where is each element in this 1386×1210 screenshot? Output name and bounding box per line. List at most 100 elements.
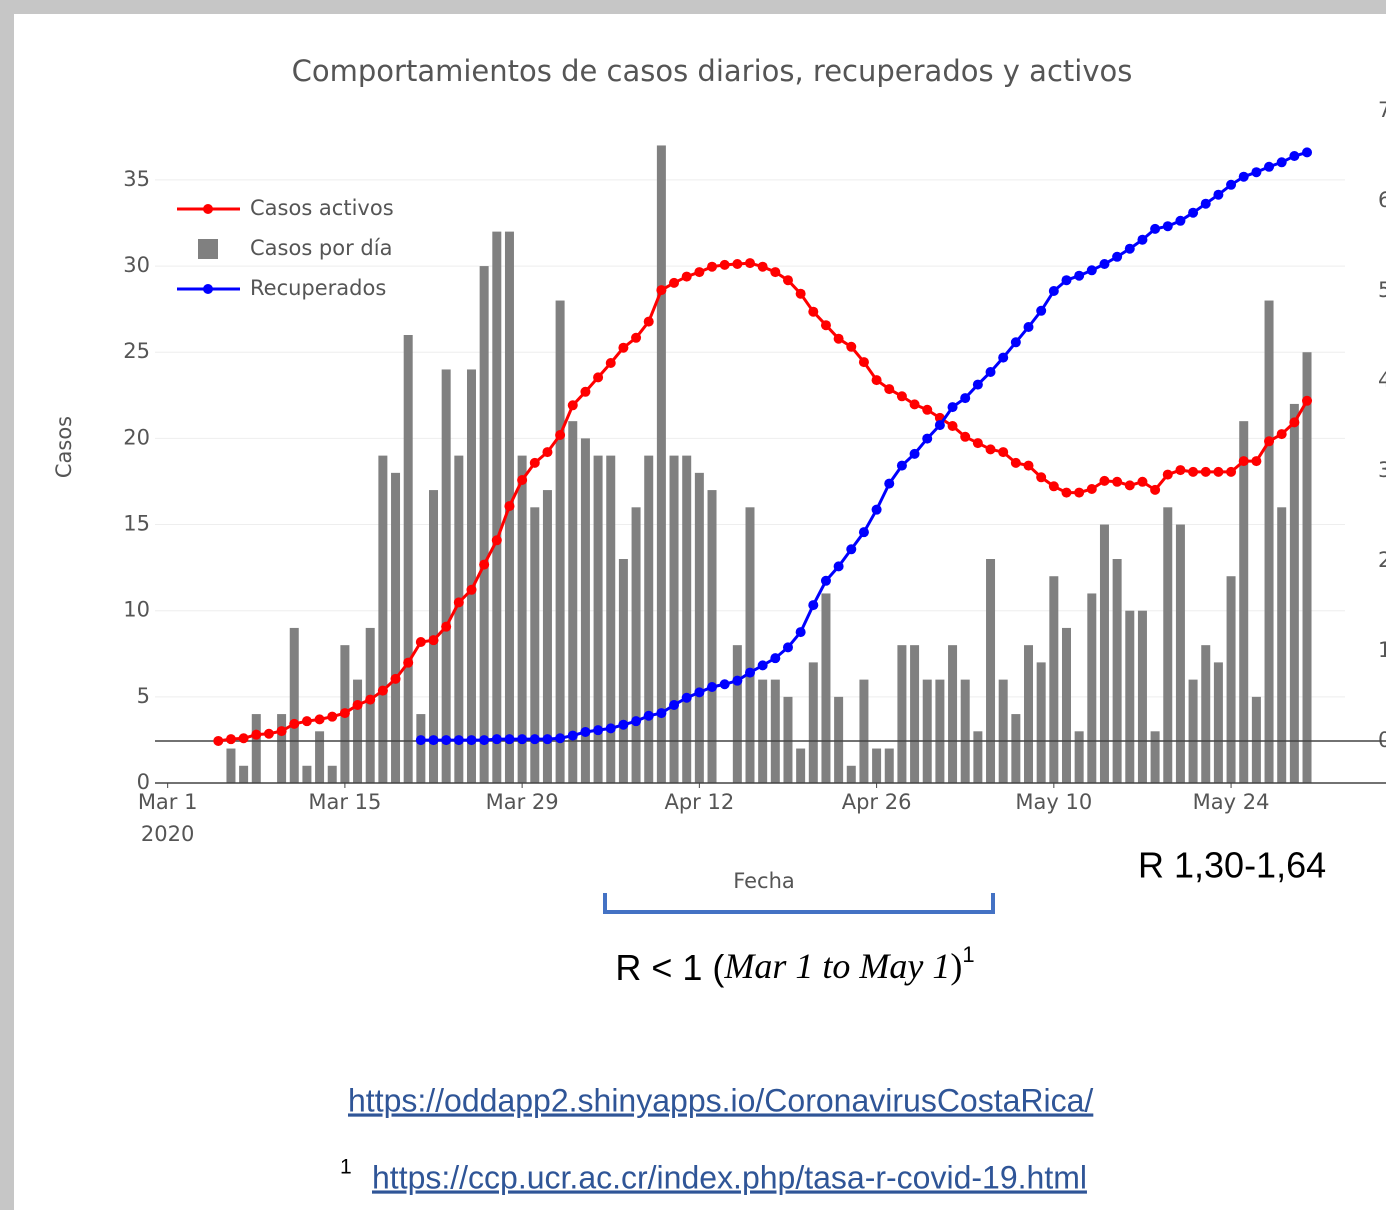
marker (415, 735, 426, 746)
bar (1302, 352, 1312, 783)
bar (872, 748, 882, 783)
marker (1175, 465, 1186, 476)
marker (542, 734, 553, 745)
bar (568, 421, 578, 783)
marker (567, 400, 578, 411)
marker (922, 433, 933, 444)
legend-label: Casos por día (250, 236, 392, 260)
bar (796, 748, 806, 783)
bar (1163, 507, 1173, 783)
bar (353, 679, 363, 783)
y-tick-label: 30 (123, 253, 150, 277)
marker (782, 642, 793, 653)
marker (681, 271, 692, 282)
marker (1251, 456, 1262, 467)
marker (517, 734, 528, 745)
marker (960, 393, 971, 404)
marker (1264, 161, 1275, 172)
marker (643, 316, 654, 327)
bar (1011, 714, 1021, 783)
bracket (603, 893, 995, 914)
bar (783, 696, 793, 783)
marker (1023, 460, 1034, 471)
marker (593, 372, 604, 383)
bar (1099, 524, 1109, 783)
footnote-mark: 1 (340, 1156, 352, 1179)
marker (694, 267, 705, 278)
marker (1150, 223, 1161, 234)
marker (453, 597, 464, 608)
bar (846, 765, 856, 783)
marker (327, 711, 338, 722)
marker (504, 501, 515, 512)
y-tick-label: 35 (123, 167, 150, 191)
marker (441, 621, 452, 632)
marker (1188, 207, 1199, 218)
marker (213, 735, 224, 746)
marker (517, 474, 528, 485)
marker (960, 431, 971, 442)
marker (707, 261, 718, 272)
source-link[interactable]: https://oddapp2.shinyapps.io/Coronavirus… (348, 1082, 1093, 1118)
marker (1112, 251, 1123, 262)
y-tick-label: 15 (123, 512, 150, 536)
bar (1226, 576, 1236, 783)
marker (529, 457, 540, 468)
marker (669, 699, 680, 710)
bar (542, 490, 552, 783)
legend-label: Casos activos (250, 196, 394, 220)
marker (846, 544, 857, 555)
x-tick-label: Apr 12 (664, 790, 734, 814)
marker (1010, 457, 1021, 468)
y2-tick-label: 0 (1378, 728, 1386, 752)
marker (846, 341, 857, 352)
marker (1137, 476, 1148, 487)
marker (985, 444, 996, 455)
marker (972, 438, 983, 449)
bar (315, 731, 325, 783)
bar (1277, 507, 1287, 783)
marker (858, 357, 869, 368)
x-tick-label: Mar 29 (486, 790, 559, 814)
marker (985, 366, 996, 377)
marker (871, 504, 882, 515)
marker (1162, 469, 1173, 480)
y2-tick-label: 700 (1378, 98, 1386, 122)
marker (998, 352, 1009, 363)
bar (745, 507, 755, 783)
bar (441, 369, 451, 783)
marker (1251, 167, 1262, 178)
marker (605, 357, 616, 368)
marker (998, 447, 1009, 458)
bar (1175, 524, 1185, 783)
y-tick-label: 20 (123, 425, 150, 449)
bar (707, 490, 717, 783)
bar (606, 455, 616, 783)
bar (302, 765, 312, 783)
marker (593, 725, 604, 736)
marker (1099, 475, 1110, 486)
bar (1049, 576, 1059, 783)
bar (808, 662, 818, 783)
bar (1251, 696, 1261, 783)
marker (1238, 171, 1249, 182)
formula: R < 1 (Mar 1 to May 1)1 (615, 942, 974, 988)
marker (631, 716, 642, 727)
marker (618, 342, 629, 353)
marker (1112, 476, 1123, 487)
marker (820, 320, 831, 331)
footnote-link[interactable]: https://ccp.ucr.ac.cr/index.php/tasa-r-c… (372, 1159, 1087, 1195)
marker (732, 675, 743, 686)
chart-title: Comportamientos de casos diarios, recupe… (292, 54, 1133, 88)
bar (998, 679, 1008, 783)
marker (263, 728, 274, 739)
bar (1239, 421, 1249, 783)
bar (555, 300, 565, 783)
marker (631, 332, 642, 343)
bar (530, 507, 540, 783)
bar (618, 559, 628, 783)
marker (580, 726, 591, 737)
marker (276, 726, 287, 737)
formula-suffix: ) (950, 946, 962, 986)
bar (986, 559, 996, 783)
